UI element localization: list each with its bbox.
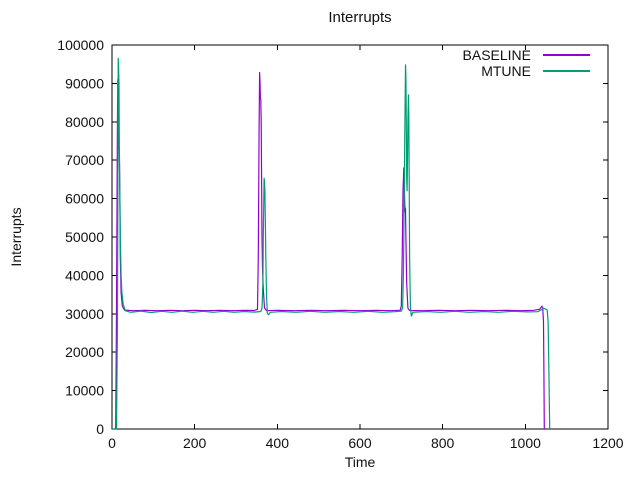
series-line-mtune (112, 57, 551, 430)
y-tick-label: 90000 (65, 75, 104, 91)
plot-border (111, 44, 609, 430)
x-tick-label: 1200 (592, 435, 623, 451)
y-tick-label: 30000 (65, 306, 104, 322)
legend-label-baseline: BASELINE (462, 47, 531, 63)
legend: BASELINE MTUNE (463, 47, 590, 79)
x-tick-label: 800 (431, 435, 455, 451)
y-tick-label: 60000 (65, 191, 104, 207)
y-tick-label: 10000 (65, 383, 104, 399)
chart-title: Interrupts (328, 9, 392, 26)
y-tick-label: 100000 (57, 37, 104, 53)
y-tick-label: 50000 (65, 229, 104, 245)
y-tick-label: 80000 (65, 114, 104, 130)
x-tick-label: 400 (266, 435, 290, 451)
x-axis-title: Time (344, 454, 376, 470)
y-tick-label: 40000 (65, 267, 104, 283)
x-tick-label: 600 (348, 435, 372, 451)
x-tick-label: 0 (108, 435, 116, 451)
y-tick-label: 0 (96, 421, 104, 437)
y-tick-label: 20000 (65, 344, 104, 360)
legend-label-mtune: MTUNE (481, 63, 531, 79)
legend-entry-mtune: MTUNE (463, 63, 590, 79)
x-tick-label: 200 (183, 435, 207, 451)
x-tick-label: 1000 (510, 435, 541, 451)
legend-line-sample-baseline (543, 54, 590, 56)
y-tick-label: 70000 (65, 152, 104, 168)
legend-entry-baseline: BASELINE (463, 47, 590, 63)
series-line-baseline (112, 71, 545, 430)
legend-line-sample-mtune (543, 70, 590, 72)
